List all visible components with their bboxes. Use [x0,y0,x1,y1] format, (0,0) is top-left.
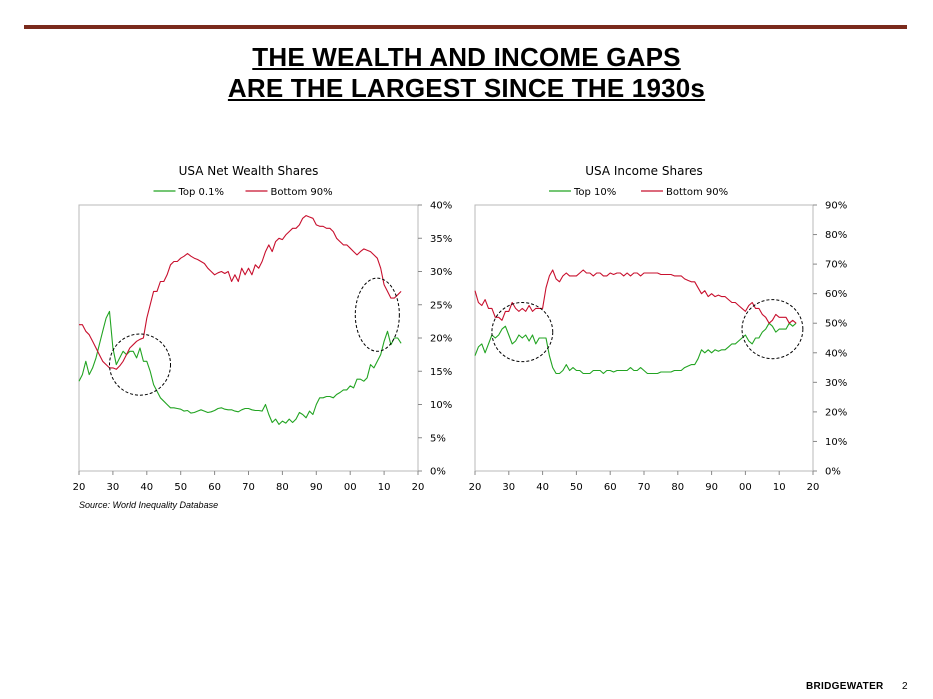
y-tick-label: 50% [825,319,847,330]
y-tick-label: 80% [825,230,847,241]
income-shares-chart: USA Income Shares Top 10% Bottom 90% 0% 10% 2… [440,150,860,500]
y-tick-label: 30% [825,378,847,389]
x-tick-label: 70 [242,482,255,493]
chart-title: USA Income Shares [585,164,703,178]
y-tick-label: 15% [430,367,452,378]
brand-logo-text: BRIDGEWATER [806,681,884,692]
y-tick-label: 5% [430,433,446,444]
x-tick-label: 80 [276,482,289,493]
y-tick-label: 90% [825,201,847,212]
x-tick-label: 00 [739,482,752,493]
y-tick-label: 25% [430,300,452,311]
x-tick-label: 30 [107,482,120,493]
wealth-shares-svg: USA Net Wealth Shares Top 0.1% Bottom 90% 0… [73,164,453,493]
highlight-circle-1 [354,277,400,352]
y-tick-label: 40% [430,201,452,212]
series-line-0 [474,322,797,375]
y-tick-label: 40% [825,348,847,359]
chart-title: USA Net Wealth Shares [179,164,319,178]
page-title-line-1: THE WEALTH AND INCOME GAPS [252,42,681,72]
x-tick-label: 50 [174,482,187,493]
source-note: Source: World Inequality Database [79,500,219,510]
plot-frame [474,204,814,472]
x-tick-label: 10 [773,482,786,493]
x-tick-label: 60 [604,482,617,493]
y-tick-label: 10% [825,437,847,448]
page-number: 2 [902,681,908,692]
wealth-shares-chart: USA Net Wealth Shares Top 0.1% Bottom 90% 0… [40,150,460,500]
x-tick-label: 20 [469,482,482,493]
x-tick-label: 30 [502,482,515,493]
highlight-circle-1 [741,299,804,360]
x-tick-label: 90 [310,482,323,493]
legend-label-1: Bottom 90% [666,187,728,198]
income-shares-svg: USA Income Shares Top 10% Bottom 90% 0% 10% 2… [469,164,848,493]
x-tick-label: 20 [807,482,820,493]
legend-label-0: Top 0.1% [178,187,224,198]
page-title-line-2: ARE THE LARGEST SINCE THE 1930s [227,73,706,103]
x-tick-label: 60 [208,482,221,493]
x-tick-label: 10 [378,482,391,493]
y-tick-label: 60% [825,289,847,300]
x-tick-label: 50 [570,482,583,493]
top-rule [24,25,907,29]
x-tick-label: 90 [705,482,718,493]
x-tick-label: 20 [412,482,425,493]
y-tick-label: 10% [430,400,452,411]
plot-frame [78,204,419,472]
series-line-1 [474,269,797,324]
y-tick-label: 70% [825,260,847,271]
x-tick-label: 80 [671,482,684,493]
y-tick-label: 0% [430,467,446,478]
y-tick-label: 35% [430,234,452,245]
x-tick-label: 40 [140,482,153,493]
legend-label-0: Top 10% [573,187,616,198]
highlight-circle-0 [109,333,172,396]
legend-label-1: Bottom 90% [271,187,333,198]
x-tick-label: 00 [344,482,357,493]
x-tick-label: 70 [638,482,651,493]
highlight-circle-0 [491,302,554,363]
y-tick-label: 30% [430,267,452,278]
series-line-1 [79,215,402,370]
x-tick-label: 20 [73,482,86,493]
x-tick-label: 40 [536,482,549,493]
y-tick-label: 20% [430,334,452,345]
y-tick-label: 20% [825,407,847,418]
y-tick-label: 0% [825,467,841,478]
series-line-0 [78,310,402,425]
